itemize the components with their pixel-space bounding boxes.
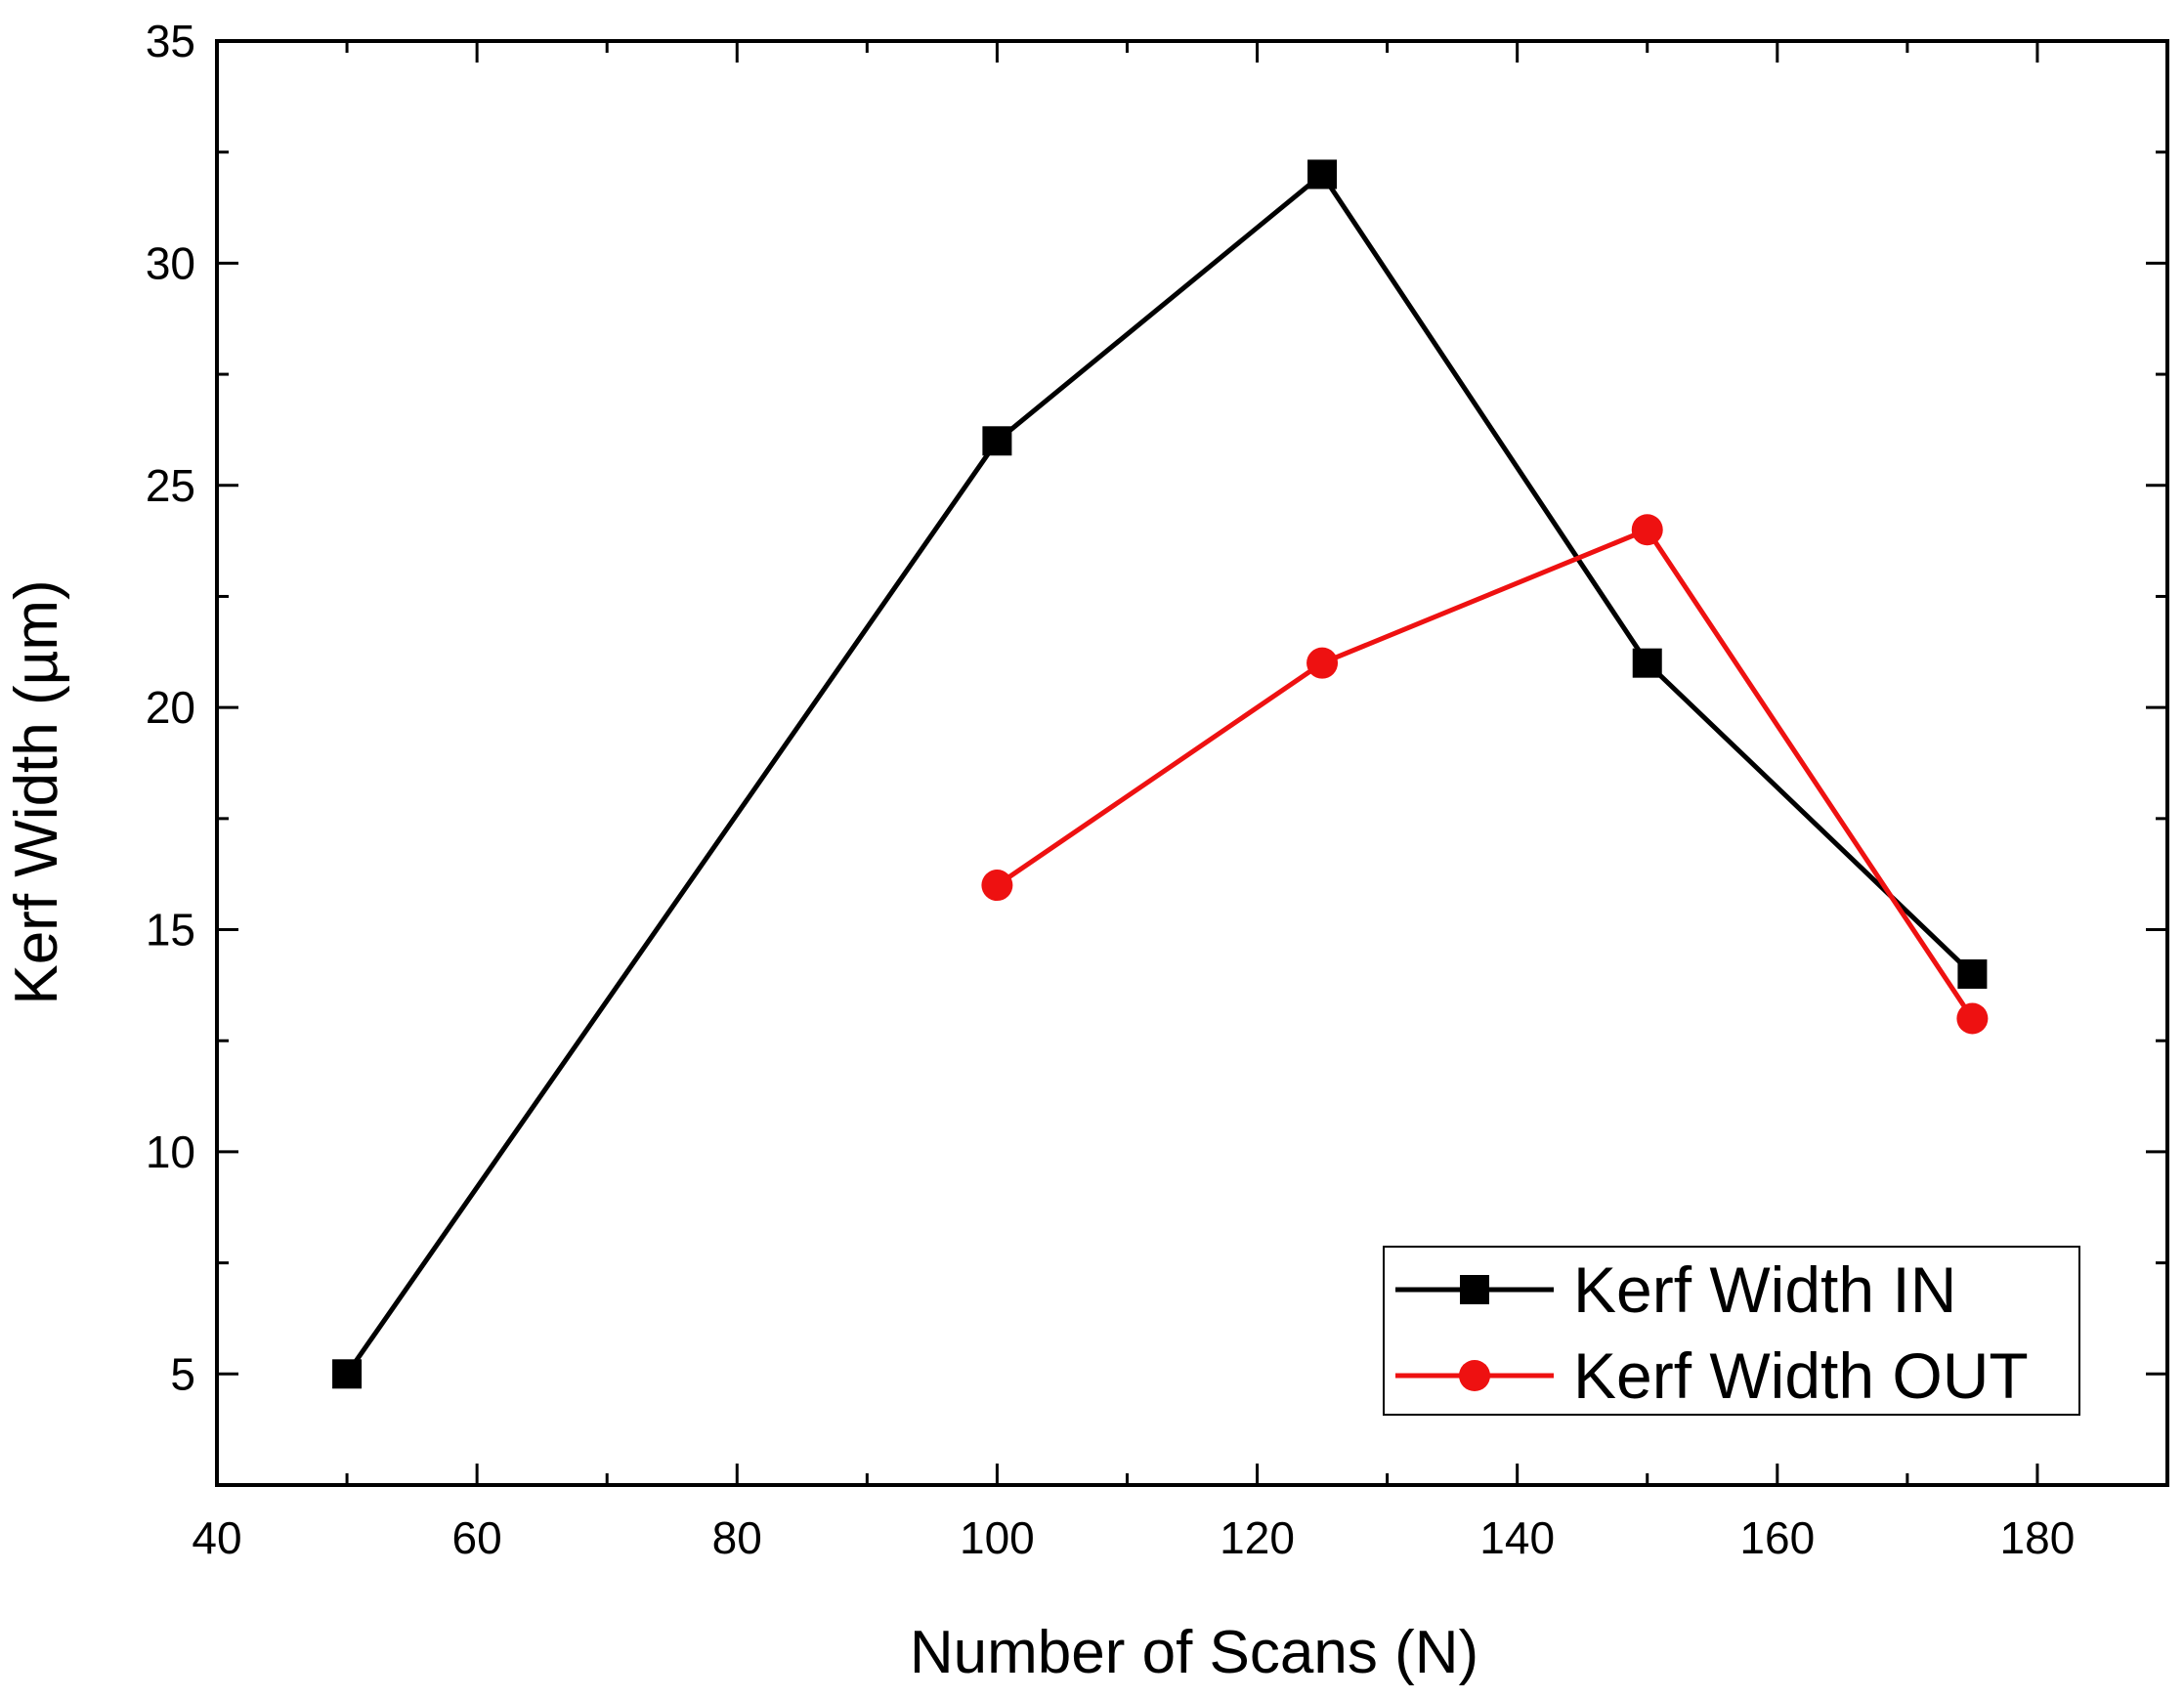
data-point-circle: [981, 870, 1013, 902]
x-tick-label: 40: [192, 1512, 241, 1563]
x-axis-ticks: 40 60 80 100 120 140 160 180: [192, 41, 2075, 1563]
x-tick-label: 140: [1479, 1512, 1555, 1563]
x-tick-label: 100: [960, 1512, 1035, 1563]
x-tick-label: 160: [1739, 1512, 1815, 1563]
data-point-circle: [1631, 514, 1663, 546]
y-tick-label: 20: [146, 682, 195, 733]
series-line-1: [995, 527, 1975, 1020]
legend: Kerf Width IN Kerf Width OUT: [1383, 1246, 2080, 1416]
legend-marker-circle: [1459, 1360, 1490, 1391]
x-tick-label: 80: [712, 1512, 762, 1563]
y-tick-label: 5: [170, 1348, 195, 1399]
data-point-circle: [1306, 647, 1339, 679]
legend-box: [1383, 1246, 2080, 1416]
data-point-square: [982, 426, 1012, 456]
x-axis-title: Number of Scans (N): [910, 1619, 1478, 1686]
y-tick-label: 10: [146, 1126, 195, 1177]
y-tick-label: 30: [146, 237, 195, 288]
data-point-square: [1307, 159, 1338, 190]
y-tick-label: 35: [146, 16, 195, 66]
y-axis-ticks: 5 10 15 20 25 30 35: [146, 16, 2167, 1399]
data-point-square: [332, 1359, 363, 1389]
x-tick-label: 60: [452, 1512, 502, 1563]
x-tick-label: 180: [2000, 1512, 2076, 1563]
y-tick-label: 15: [146, 905, 195, 956]
plot-markers: [332, 159, 1989, 1389]
x-tick-label: 120: [1220, 1512, 1295, 1563]
y-tick-label: 25: [146, 460, 195, 511]
y-axis-title: Kerf Width (µm): [3, 579, 70, 1004]
legend-label-1: Kerf Width OUT: [1573, 1339, 2029, 1412]
data-point-square: [1957, 959, 1988, 990]
legend-marker-square: [1460, 1275, 1489, 1304]
data-point-square: [1632, 648, 1662, 678]
plot-frame: [215, 39, 2169, 1487]
legend-label-0: Kerf Width IN: [1573, 1253, 1956, 1326]
data-point-circle: [1956, 1002, 1989, 1035]
legend-entries: Kerf Width IN Kerf Width OUT: [1395, 1253, 2029, 1412]
